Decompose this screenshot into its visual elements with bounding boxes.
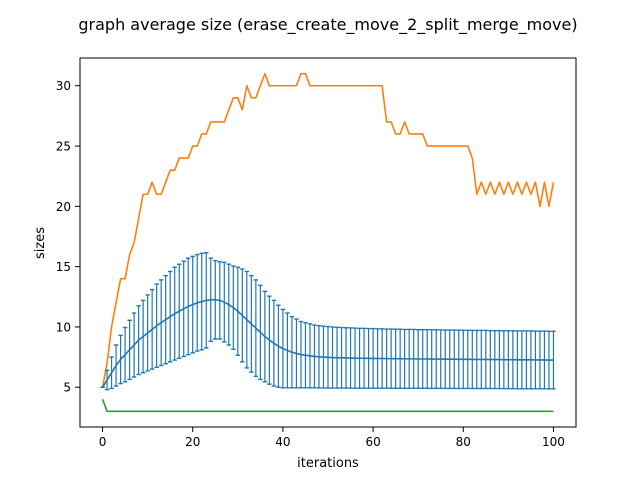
y-tick-label: 10 [56, 320, 71, 334]
x-tick-label: 100 [542, 435, 565, 449]
series-line-orange [101, 72, 555, 388]
series-line-blue-mean [101, 298, 554, 388]
y-tick-label: 5 [63, 381, 71, 395]
x-tick-label: 0 [99, 435, 107, 449]
chart-title: graph average size (erase_create_move_2_… [78, 15, 577, 35]
series-line-green [101, 398, 554, 413]
error-bars-blue [100, 252, 556, 391]
x-tick-label: 60 [365, 435, 380, 449]
x-axis-label: iterations [297, 456, 359, 471]
y-tick-label: 25 [56, 140, 71, 154]
y-tick-label: 15 [56, 260, 71, 274]
x-tick-label: 20 [185, 435, 200, 449]
y-axis-label: sizes [33, 227, 48, 259]
x-tick-label: 40 [275, 435, 290, 449]
y-tick-label: 20 [56, 200, 71, 214]
plot-area: 0 20 40 60 80 100 5 10 15 20 25 30 [56, 72, 565, 449]
plot-frame [79, 57, 577, 428]
x-tick-label: 80 [456, 435, 471, 449]
y-tick-label: 30 [56, 79, 71, 93]
